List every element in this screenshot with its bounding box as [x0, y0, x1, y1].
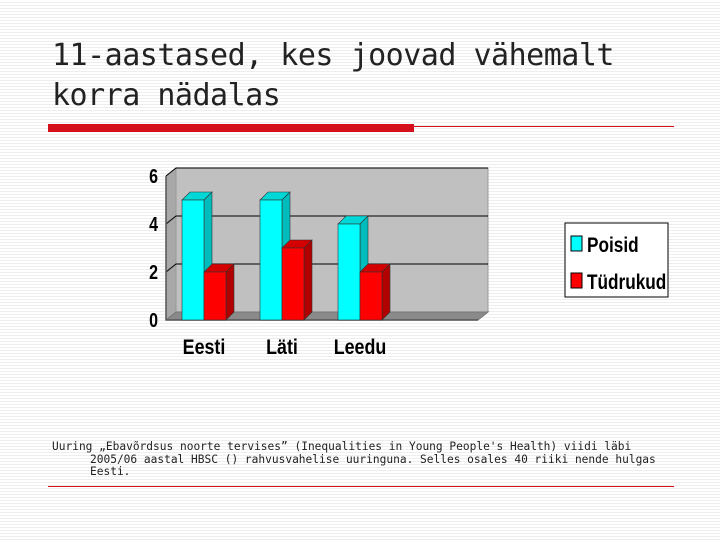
title-underline-bar: [48, 124, 414, 132]
x-tick-label: Läti: [266, 336, 298, 360]
plot-side-wall: [165, 166, 177, 322]
footnote: Uuring „Ebavõrdsus noorte tervises” (Ine…: [52, 440, 662, 479]
legend-label: Tüdrukud: [587, 272, 666, 295]
legend-label: Poisid: [587, 235, 639, 258]
bar: [337, 215, 369, 321]
bar-side: [225, 263, 235, 321]
bar-front: [359, 271, 383, 321]
x-tick-label: Eesti: [183, 336, 226, 360]
bar-front: [337, 223, 361, 321]
legend-swatch: [570, 235, 583, 252]
y-tick-label: 0: [149, 309, 158, 331]
legend-swatch: [570, 272, 583, 289]
bar-front: [181, 199, 205, 321]
footnote-text: Uuring „Ebavõrdsus noorte tervises” (Ine…: [52, 440, 656, 478]
y-tick-label: 6: [149, 165, 158, 187]
bar-front: [259, 199, 283, 321]
bottom-divider: [48, 486, 674, 487]
bar-front: [203, 271, 227, 321]
gridline: [165, 167, 488, 177]
bar: [281, 239, 313, 321]
y-tick-label: 2: [149, 261, 158, 283]
bar-side: [381, 263, 391, 321]
slide-title: 11-aastased, kes joovad vähemalt korra n…: [52, 38, 614, 113]
bar-front: [281, 247, 305, 321]
x-tick-label: Leedu: [334, 336, 387, 360]
bar: [203, 263, 235, 321]
gridline: [165, 215, 488, 225]
y-tick-label: 4: [149, 213, 158, 235]
bar: [359, 263, 391, 321]
bar-side: [303, 239, 313, 321]
title-underline-line: [414, 126, 674, 127]
legend: Poisid Tüdrukud: [564, 222, 669, 298]
